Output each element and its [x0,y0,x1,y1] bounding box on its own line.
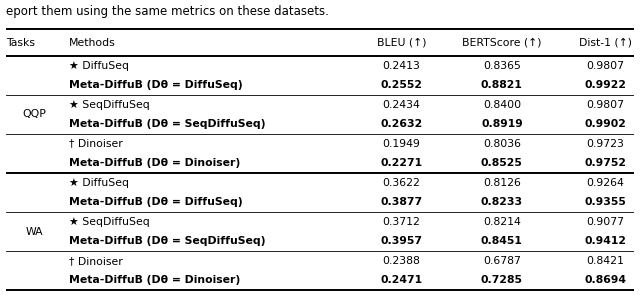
Text: ★ DiffuSeq: ★ DiffuSeq [69,60,129,71]
Text: 0.8036: 0.8036 [483,139,521,149]
Text: 0.8214: 0.8214 [483,217,521,227]
Text: † Dinoiser: † Dinoiser [69,139,123,149]
Text: Meta-DiffuB (Dθ = DiffuSeq): Meta-DiffuB (Dθ = DiffuSeq) [69,80,243,90]
Text: 0.9922: 0.9922 [584,80,627,90]
Text: 0.1949: 0.1949 [383,139,420,149]
Text: 0.9077: 0.9077 [586,217,625,227]
Text: ★ SeqDiffuSeq: ★ SeqDiffuSeq [69,100,150,109]
Text: BLEU (↑): BLEU (↑) [377,38,426,48]
Text: WA: WA [26,227,44,237]
Text: 0.2413: 0.2413 [383,60,420,71]
Text: 0.8400: 0.8400 [483,100,521,109]
Text: Meta-DiffuB (Dθ = SeqDiffuSeq): Meta-DiffuB (Dθ = SeqDiffuSeq) [69,119,266,129]
Text: 0.9752: 0.9752 [584,158,627,168]
Text: 0.8451: 0.8451 [481,236,523,246]
Text: 0.2471: 0.2471 [380,275,422,285]
Text: 0.6787: 0.6787 [483,256,521,266]
Text: Dist-1 (↑): Dist-1 (↑) [579,38,632,48]
Text: 0.2434: 0.2434 [383,100,420,109]
Text: 0.2552: 0.2552 [381,80,422,90]
Text: 0.9355: 0.9355 [584,197,627,207]
Text: 0.2388: 0.2388 [383,256,420,266]
Text: 0.3712: 0.3712 [383,217,420,227]
Text: Meta-DiffuB (Dθ = SeqDiffuSeq): Meta-DiffuB (Dθ = SeqDiffuSeq) [69,236,266,246]
Text: 0.8821: 0.8821 [481,80,523,90]
Text: 0.8694: 0.8694 [584,275,627,285]
Text: 0.2271: 0.2271 [380,158,422,168]
Text: 0.8365: 0.8365 [483,60,521,71]
Text: QQP: QQP [22,109,47,119]
Text: 0.9412: 0.9412 [584,236,627,246]
Text: 0.7285: 0.7285 [481,275,523,285]
Text: Methods: Methods [69,38,116,48]
Text: 0.2632: 0.2632 [380,119,422,129]
Text: 0.8919: 0.8919 [481,119,523,129]
Text: eport them using the same metrics on these datasets.: eport them using the same metrics on the… [6,5,329,18]
Text: † Dinoiser: † Dinoiser [69,256,123,266]
Text: Meta-DiffuB (Dθ = Dinoiser): Meta-DiffuB (Dθ = Dinoiser) [69,158,241,168]
Text: Tasks: Tasks [6,38,35,48]
Text: 0.9807: 0.9807 [586,100,625,109]
Text: 0.9902: 0.9902 [584,119,627,129]
Text: ★ SeqDiffuSeq: ★ SeqDiffuSeq [69,217,150,227]
Text: 0.3622: 0.3622 [383,178,420,188]
Text: BERTScore (↑): BERTScore (↑) [462,38,541,48]
Text: 0.3957: 0.3957 [381,236,422,246]
Text: 0.8233: 0.8233 [481,197,523,207]
Text: 0.3877: 0.3877 [380,197,422,207]
Text: ★ DiffuSeq: ★ DiffuSeq [69,178,129,188]
Text: 0.8421: 0.8421 [586,256,624,266]
Text: 0.8525: 0.8525 [481,158,523,168]
Text: 0.9723: 0.9723 [586,139,624,149]
Text: Meta-DiffuB (Dθ = Dinoiser): Meta-DiffuB (Dθ = Dinoiser) [69,275,241,285]
Text: 0.9264: 0.9264 [586,178,624,188]
Text: 0.8126: 0.8126 [483,178,521,188]
Text: 0.9807: 0.9807 [586,60,625,71]
Text: Meta-DiffuB (Dθ = DiffuSeq): Meta-DiffuB (Dθ = DiffuSeq) [69,197,243,207]
